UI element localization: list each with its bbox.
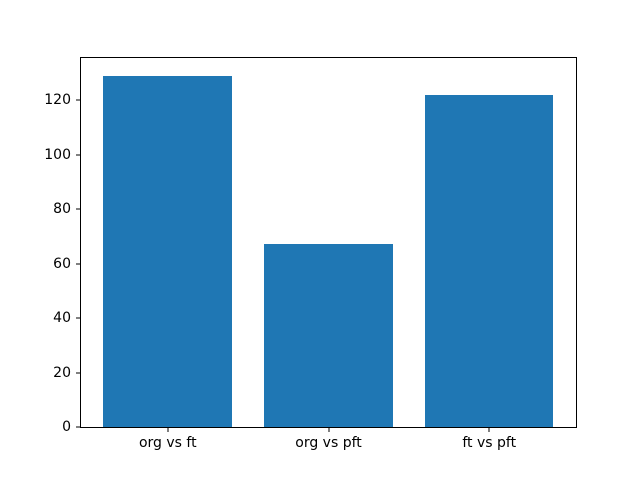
- x-tick-mark: [167, 427, 169, 432]
- y-tick-mark: [76, 154, 81, 156]
- y-tick-mark: [76, 426, 81, 428]
- y-tick-label: 60: [53, 255, 71, 272]
- y-tick-label: 20: [53, 364, 71, 381]
- y-tick-label: 40: [53, 310, 71, 327]
- x-tick-mark: [328, 427, 329, 432]
- bar-org-vs-pft: [264, 244, 393, 427]
- x-tick-label: org vs pft: [295, 435, 362, 451]
- plot-area: 0 20 40 60 80 100 120 org vs ft org vs pft ft vs …: [44, 57, 577, 450]
- y-tick-mark: [76, 317, 81, 319]
- bar-ft-vs-pft: [424, 94, 554, 427]
- x-tick-label: org vs ft: [138, 435, 197, 451]
- y-tick-label: 100: [44, 146, 71, 163]
- bar-org-vs-ft: [103, 75, 233, 427]
- y-tick-label: 0: [62, 419, 71, 435]
- x-tick-mark: [488, 427, 490, 432]
- y-tick-mark: [76, 372, 81, 374]
- x-tick-label: ft vs pft: [462, 435, 517, 451]
- y-tick-mark: [76, 208, 81, 210]
- y-tick-label: 120: [44, 92, 71, 109]
- y-tick-label: 80: [53, 201, 71, 218]
- y-tick-mark: [76, 99, 81, 101]
- y-tick-mark: [76, 263, 81, 265]
